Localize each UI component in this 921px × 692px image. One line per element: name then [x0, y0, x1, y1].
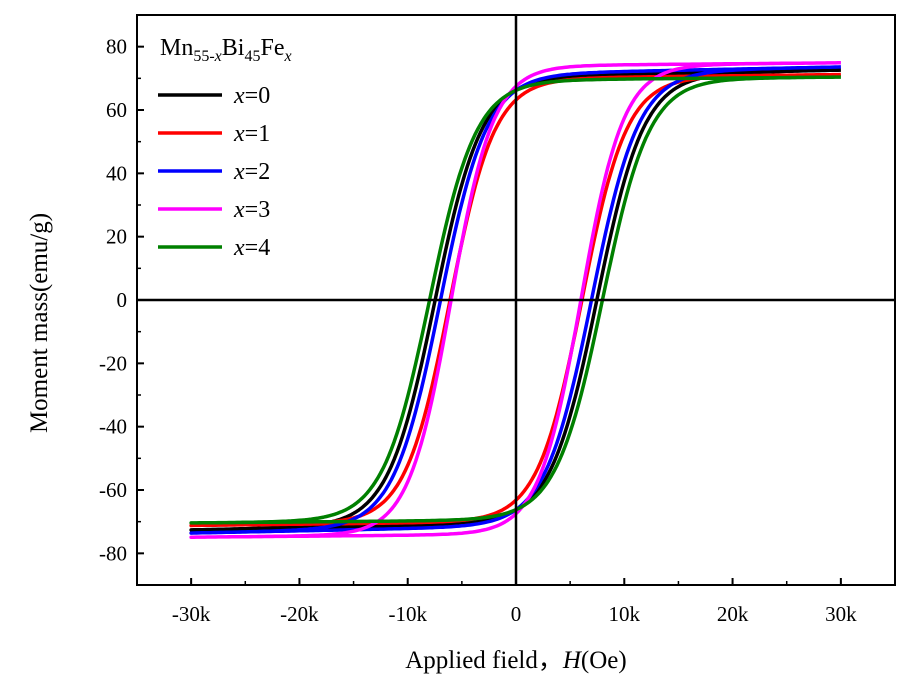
legend-title: Mn55-xBi45Fex [160, 35, 292, 65]
legend-label-var: x [233, 83, 245, 109]
y-axis-title: Moment mass(emu/g) [26, 213, 53, 433]
x-axis-title-symbol: H [562, 647, 583, 674]
y-tick-label: -40 [99, 415, 127, 439]
x-axis-title-unit: (Oe) [581, 647, 627, 674]
legend-label-eq: =2 [245, 159, 271, 185]
y-tick-label: 40 [106, 161, 127, 185]
legend-label: x=2 [233, 159, 270, 185]
legend-title-part: Bi [222, 35, 245, 61]
legend-label-var: x [233, 121, 245, 147]
tick-labels: -30k -20k -10k 0 10k 20k 30k -80 -60 -40 -20 0 20 40 6… [99, 35, 857, 626]
legend-title-part: x [283, 48, 291, 65]
legend-label-var: x [233, 235, 245, 261]
y-tick-label: 0 [117, 288, 128, 312]
legend-title-part: x [214, 48, 222, 65]
y-tick-label: -60 [99, 478, 127, 502]
legend-label: x=0 [233, 83, 270, 109]
legend-title-part: Fe [260, 35, 284, 61]
x-tick-label: 10k [609, 602, 641, 626]
y-tick-label: 20 [106, 225, 127, 249]
legend-label: x=3 [233, 197, 270, 223]
legend-label-eq: =4 [245, 235, 271, 261]
legend-label: x=4 [233, 235, 270, 261]
series-line-x-4 [189, 75, 841, 525]
x-axis-title-text: Applied field， [405, 647, 563, 674]
y-tick-label: 80 [106, 35, 127, 59]
x-tick-label: -10k [388, 602, 427, 626]
legend-label-eq: =1 [245, 121, 271, 147]
x-tick-label: 20k [717, 602, 749, 626]
x-tick-label: -30k [172, 602, 211, 626]
series-line-x-0 [189, 68, 841, 532]
series-line-x-2 [189, 65, 841, 535]
x-tick-label: 30k [825, 602, 857, 626]
legend-label-var: x [233, 197, 245, 223]
y-tick-label: 60 [106, 98, 127, 122]
legend-label-eq: =3 [245, 197, 271, 223]
axis-ticks [136, 14, 896, 586]
curves-layer [189, 61, 841, 539]
x-tick-label: -20k [280, 602, 319, 626]
zero-lines [137, 15, 895, 585]
legend-title-part: 45 [244, 48, 260, 65]
series-line-x-3 [189, 61, 841, 539]
legend-title-part: 55- [193, 48, 214, 65]
legend-title-part: Mn [160, 35, 193, 61]
y-tick-label: -80 [99, 541, 127, 565]
y-tick-label: -20 [99, 351, 127, 375]
legend-label-var: x [233, 159, 245, 185]
legend-label-eq: =0 [245, 83, 271, 109]
x-axis-title: Applied field，H(Oe) [405, 647, 626, 674]
x-tick-label: 0 [511, 602, 522, 626]
legend-label: x=1 [233, 121, 270, 147]
series-line-x-1 [189, 72, 841, 528]
